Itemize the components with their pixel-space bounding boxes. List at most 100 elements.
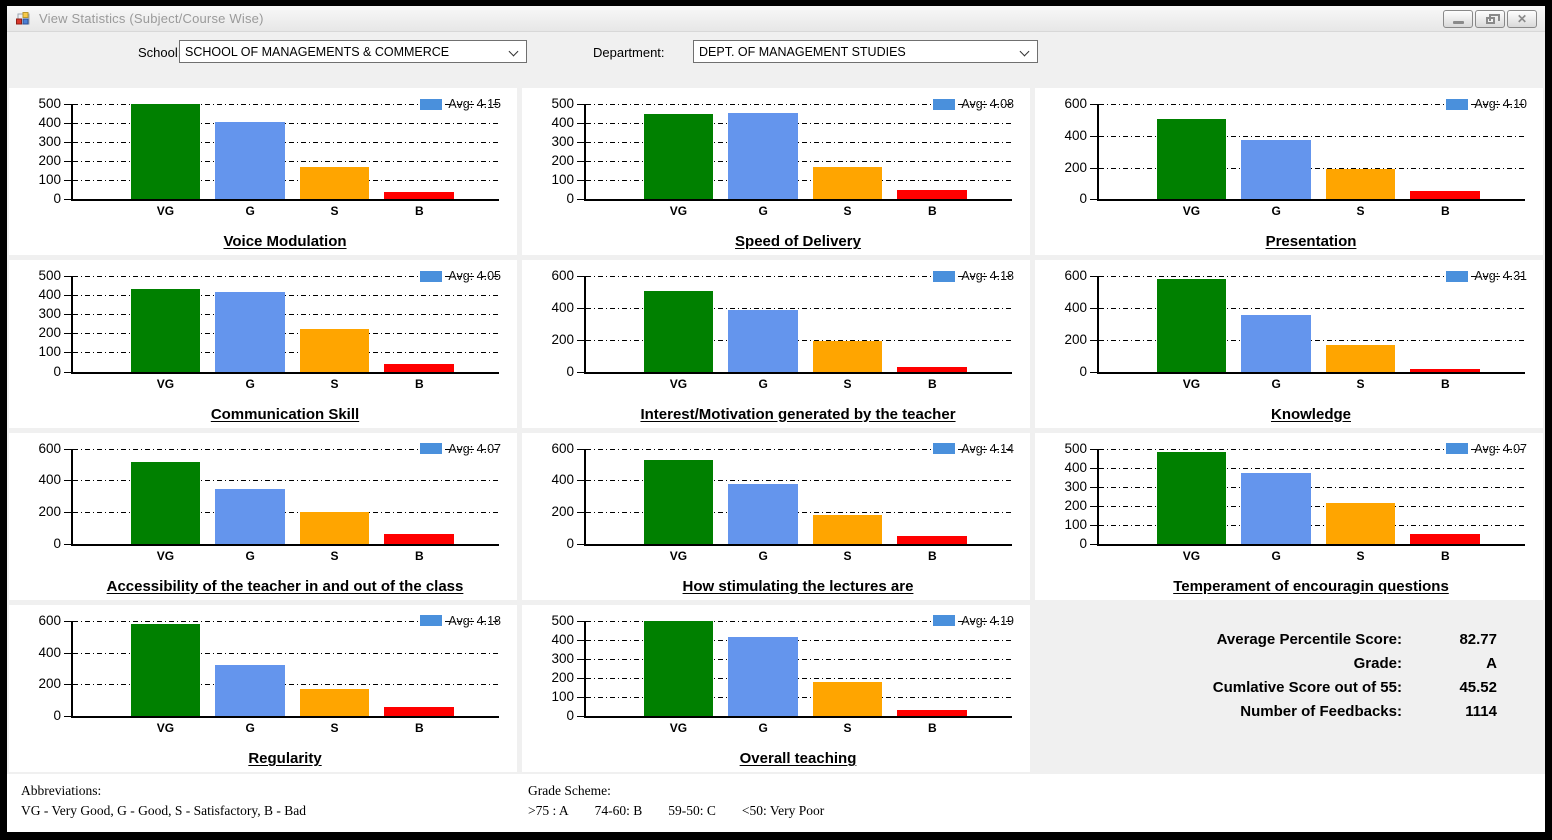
maximize-button[interactable] [1475, 10, 1505, 28]
y-axis-tickmark [64, 199, 71, 201]
minimize-button[interactable] [1443, 10, 1473, 28]
legend: Avg: 4.10 [1446, 97, 1527, 111]
footer: Abbreviations: VG - Very Good, G - Good,… [7, 774, 1545, 832]
y-axis-tickmark [64, 123, 71, 125]
minimize-icon [1452, 20, 1464, 24]
y-axis-tick-label: 200 [1064, 331, 1087, 347]
bar-g [1241, 473, 1312, 544]
y-axis-tick-label: 500 [1064, 440, 1087, 456]
x-category-label: B [1440, 204, 1450, 219]
legend-swatch [1446, 98, 1469, 110]
gridline [73, 142, 499, 144]
x-category-label: VG [669, 376, 688, 391]
legend-swatch [420, 615, 443, 627]
x-category-label: S [330, 548, 339, 563]
chart-title: Temperament of encouragin questions [1173, 577, 1449, 595]
bar-vg [643, 620, 714, 716]
x-category-label: B [1440, 376, 1450, 391]
department-label: Department: [593, 45, 665, 60]
bar-b [1410, 191, 1481, 200]
y-axis-tick-label: 600 [551, 268, 574, 284]
school-select[interactable]: SCHOOL OF MANAGEMENTS & COMMERCE [179, 40, 527, 63]
y-axis-tickmark [1090, 486, 1097, 488]
y-axis-tick-label: 400 [551, 472, 574, 488]
gridline [1099, 167, 1525, 169]
chart-title: Overall teaching [739, 750, 857, 767]
legend-avg-label: Avg: 4.07 [448, 441, 501, 456]
x-category-label: S [843, 204, 852, 219]
bar-g [215, 122, 286, 200]
x-category-label: G [1271, 376, 1281, 391]
y-axis-tick-label: 200 [551, 331, 574, 347]
chart-panel: Avg: 4.19 0 100 200 300 400 500 VG G S B Overall … [522, 604, 1030, 772]
bar-g [1241, 139, 1312, 200]
x-category-label: G [758, 548, 768, 563]
legend: Avg: 4.07 [1446, 442, 1527, 456]
y-axis-tickmark [1090, 505, 1097, 507]
legend-swatch [933, 98, 956, 110]
bar-vg [130, 288, 201, 372]
summary-row: Average Percentile Score: 82.77 [1035, 631, 1497, 648]
gridline [1099, 505, 1525, 507]
y-axis-tickmark [64, 371, 71, 373]
legend-avg-label: Avg: 4.18 [448, 613, 501, 628]
grade-scheme-items: >75 : A 74-60: B 59-50: C <50: Very Poor [528, 801, 850, 821]
y-axis-tick-label: 400 [38, 472, 61, 488]
y-axis-tick-label: 0 [566, 191, 574, 207]
bar-s [299, 166, 370, 200]
summary-label: Cumlative Score out of 55: [1212, 678, 1402, 696]
x-category-label: B [414, 548, 424, 563]
y-axis-tick-label: 100 [1064, 516, 1087, 532]
y-axis-tickmark [64, 620, 71, 622]
legend-swatch [933, 270, 956, 282]
plot-area: 0 100 200 300 400 500 VG G S B [1064, 441, 1525, 563]
gridline [1099, 448, 1525, 450]
x-category-label: VG [156, 204, 175, 219]
chart-panel: Avg: 4.10 0 200 400 600 VG G S B Presentation [1035, 88, 1543, 256]
x-category-label: G [1271, 204, 1281, 219]
bar-s [1325, 502, 1396, 544]
bar-g [728, 636, 799, 716]
gridline [586, 308, 1012, 310]
gridline [1099, 339, 1525, 341]
y-axis-tickmark [64, 684, 71, 686]
gridline [73, 276, 499, 278]
bar-b [897, 710, 968, 716]
x-category-label: B [1440, 548, 1450, 563]
y-axis-tick-label: 400 [1064, 459, 1087, 475]
summary-row: Cumlative Score out of 55: 45.52 [1035, 679, 1497, 696]
y-axis-tickmark [577, 104, 584, 105]
department-select[interactable]: DEPT. OF MANAGEMENT STUDIES [693, 40, 1038, 63]
grade-scheme-item: 59-50: C [668, 802, 716, 818]
department-select-value: DEPT. OF MANAGEMENT STUDIES [699, 44, 906, 59]
gridline [586, 480, 1012, 482]
x-category-label: S [330, 376, 339, 391]
chart-title: Regularity [248, 750, 322, 767]
y-axis-tick-label: 300 [551, 650, 574, 666]
y-axis-tick-label: 0 [1079, 191, 1087, 207]
y-axis-tickmark [64, 314, 71, 316]
bar-s [299, 328, 370, 372]
chart-title: Presentation [1265, 233, 1357, 251]
bar-b [897, 189, 968, 200]
gridline [1099, 276, 1525, 278]
y-axis-tickmark [64, 543, 71, 545]
gridline [586, 339, 1012, 341]
y-axis-tickmark [577, 677, 584, 679]
x-category-label: S [1356, 548, 1365, 563]
legend: Avg: 4.08 [933, 97, 1014, 111]
title-bar: View Statistics (Subject/Course Wise) ✕ [7, 6, 1545, 32]
gridline [73, 652, 499, 654]
chart-title: Communication Skill [210, 405, 360, 423]
y-axis-tick-label: 400 [551, 631, 574, 647]
y-axis-tick-label: 600 [1064, 268, 1087, 284]
bar-s [299, 689, 370, 716]
y-axis-tick-label: 600 [551, 440, 574, 456]
y-axis-tick-label: 0 [1079, 535, 1087, 551]
y-axis-tickmark [577, 371, 584, 373]
x-category-label: G [758, 721, 768, 735]
y-axis-tick-label: 400 [38, 644, 61, 660]
bar-s [812, 515, 883, 544]
close-button[interactable]: ✕ [1507, 10, 1537, 28]
gridline [73, 448, 499, 450]
